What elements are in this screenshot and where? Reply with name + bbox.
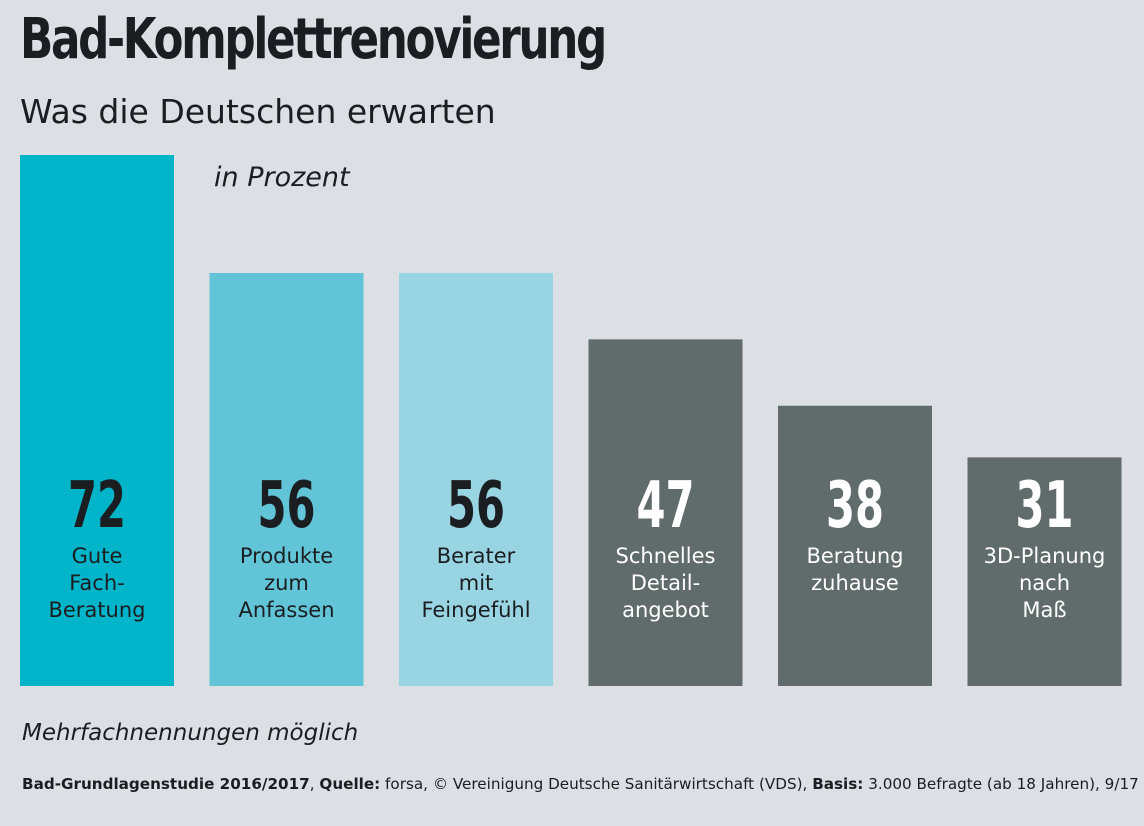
- bar-6: [967, 457, 1122, 686]
- source-value: forsa, © Vereinigung Deutsche Sanitärwir…: [380, 775, 813, 793]
- bar-value-label-5: 38: [826, 469, 884, 543]
- bar-4: [588, 339, 743, 686]
- bar-3: [399, 273, 553, 686]
- bar-category-label-3: Berater mit Feingefühl: [421, 544, 530, 622]
- source-separator: ,: [309, 775, 320, 793]
- bar-5: [778, 405, 932, 686]
- bar-value-label-1: 72: [68, 469, 126, 543]
- bar-category-label-1: Gute Fach-Beratung: [48, 544, 145, 622]
- source-label: Quelle:: [319, 775, 381, 793]
- chart-subtitle: Was die Deutschen erwarten: [20, 92, 496, 131]
- basis-label: Basis:: [812, 775, 864, 793]
- bar-category-label-6: 3D-Planung nach Maß: [984, 544, 1106, 622]
- source-line: Bad-Grundlagenstudie 2016/2017, Quelle: …: [22, 775, 1139, 793]
- study-label: Bad-Grundlagenstudie 2016/2017: [22, 775, 310, 793]
- bar-value-label-4: 47: [637, 469, 695, 543]
- bar-value-label-3: 56: [447, 469, 505, 543]
- bar-value-label-6: 31: [1016, 469, 1074, 543]
- bar-category-label-2: Produkte zum Anfassen: [238, 544, 334, 622]
- footnote: Mehrfachnennungen möglich: [22, 720, 359, 746]
- bar-1: [20, 155, 174, 686]
- bar-category-label-4: Schnelles Detail-angebot: [616, 544, 716, 622]
- chart-title: Bad-Komplettrenovierung: [20, 7, 607, 72]
- bar-value-label-2: 56: [258, 469, 316, 543]
- bar-2: [209, 273, 364, 686]
- unit-label: in Prozent: [214, 162, 350, 193]
- basis-value: 3.000 Befragte (ab 18 Jahren), 9/17: [863, 775, 1139, 793]
- bar-category-label-5: Beratung zuhause: [806, 544, 903, 595]
